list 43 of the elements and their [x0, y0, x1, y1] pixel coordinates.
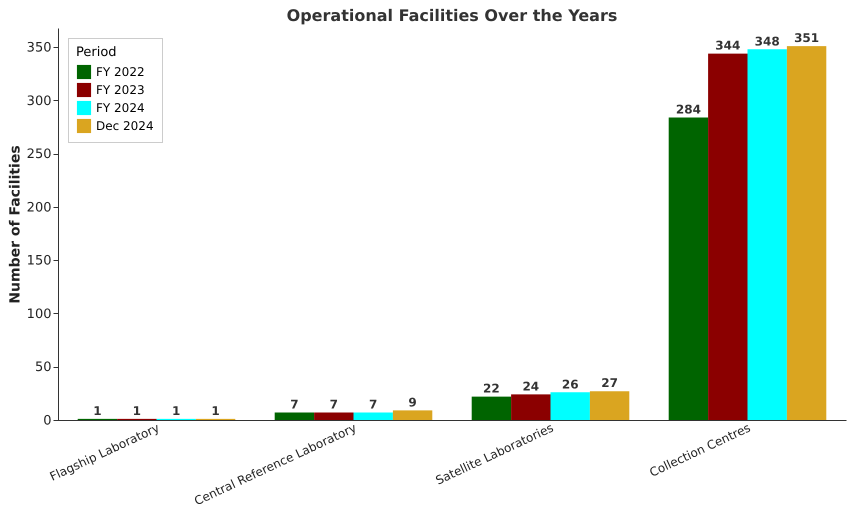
data-label: 348: [754, 34, 780, 48]
bar: [748, 49, 787, 420]
bar: [314, 412, 354, 420]
data-label: 1: [172, 404, 180, 418]
data-label: 1: [211, 404, 220, 418]
data-label: 24: [522, 379, 540, 394]
data-label: 344: [715, 38, 740, 53]
data-label: 7: [330, 398, 338, 412]
legend-label: Dec 2024: [96, 119, 154, 133]
legend-title: Period: [76, 45, 117, 60]
data-label: 351: [794, 31, 820, 46]
data-label: 1: [132, 404, 141, 418]
data-label: 27: [601, 376, 618, 390]
bar: [708, 54, 748, 420]
y-tick-label: 150: [26, 254, 52, 269]
bar: [550, 392, 590, 420]
legend-label: FY 2022: [96, 65, 145, 79]
y-tick-label: 50: [34, 360, 52, 376]
bar: [274, 412, 314, 420]
bar: [786, 46, 826, 420]
data-label: 284: [676, 102, 701, 116]
data-label: 7: [369, 398, 378, 412]
bar: [354, 412, 393, 420]
bar: [511, 394, 550, 420]
data-label: 7: [290, 398, 299, 412]
bar: [668, 117, 708, 420]
y-tick-label: 200: [26, 200, 52, 216]
data-label: 1: [93, 404, 102, 418]
data-label: 22: [483, 382, 500, 396]
bar: [392, 410, 432, 420]
y-tick-label: 300: [26, 94, 52, 109]
data-label: 9: [408, 395, 417, 410]
y-tick-label: 250: [26, 147, 52, 162]
y-tick-label: 350: [26, 40, 52, 56]
bar: [472, 396, 512, 420]
chart-title: Operational Facilities Over the Years: [286, 6, 618, 25]
y-tick-label: 0: [43, 414, 52, 428]
y-tick-label: 100: [26, 306, 52, 322]
legend-label: FY 2023: [96, 83, 145, 97]
bar: [590, 391, 630, 420]
data-label: 26: [562, 377, 579, 392]
y-axis-title: Number of Facilities: [8, 145, 24, 304]
legend-label: FY 2024: [96, 101, 145, 115]
